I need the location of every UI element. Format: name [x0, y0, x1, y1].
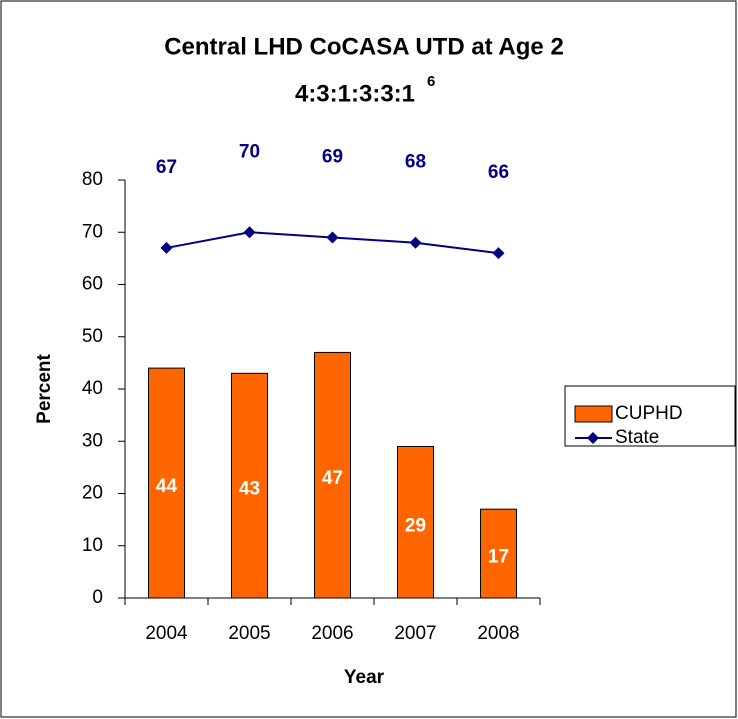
bar-value-label: 43	[239, 479, 260, 500]
line-marker	[492, 247, 505, 260]
bar	[314, 351, 351, 599]
legend-marker	[587, 432, 599, 444]
y-tick-label: 30	[82, 430, 103, 451]
y-tick-label: 0	[92, 587, 103, 608]
line-value-label: 69	[322, 146, 343, 167]
subtitle-superscript: 6	[427, 73, 435, 90]
line-marker	[160, 241, 173, 254]
bar-value-label: 47	[322, 468, 343, 489]
y-axis-label: Percent	[34, 353, 55, 423]
line-value-label: 66	[488, 162, 509, 183]
x-tick-label: 2005	[228, 623, 270, 644]
line-marker	[409, 236, 422, 249]
y-tick-label: 80	[82, 169, 103, 190]
x-tick-label: 2008	[477, 623, 519, 644]
bar	[480, 508, 517, 599]
bar-value-label: 17	[488, 547, 509, 568]
x-axis-label: Year	[344, 667, 385, 688]
x-tick-label: 2006	[311, 623, 353, 644]
y-tick-label: 10	[82, 535, 103, 556]
line-value-label: 70	[239, 141, 260, 162]
y-tick-label: 70	[82, 221, 103, 242]
bar	[397, 445, 434, 599]
legend-label: CUPHD	[615, 403, 683, 424]
line-marker	[326, 231, 339, 244]
legend-swatch	[574, 405, 613, 423]
y-tick-label: 40	[82, 378, 103, 399]
chart-title: Central LHD CoCASA UTD at Age 2	[164, 33, 564, 60]
line-value-label: 67	[156, 157, 177, 178]
y-tick-label: 20	[82, 483, 103, 504]
bar-value-label: 44	[156, 476, 178, 497]
bar-value-label: 29	[405, 515, 426, 536]
x-tick-label: 2004	[145, 623, 188, 644]
legend-label: State	[615, 427, 659, 448]
y-tick-label: 60	[82, 274, 103, 295]
y-tick-label: 50	[82, 326, 103, 347]
chart-subtitle: 4:3:1:3:3:1	[295, 80, 415, 107]
bar	[231, 372, 268, 599]
line-value-label: 68	[405, 152, 426, 173]
bar	[148, 367, 185, 599]
x-tick-label: 2007	[394, 623, 436, 644]
line-marker	[243, 226, 256, 239]
